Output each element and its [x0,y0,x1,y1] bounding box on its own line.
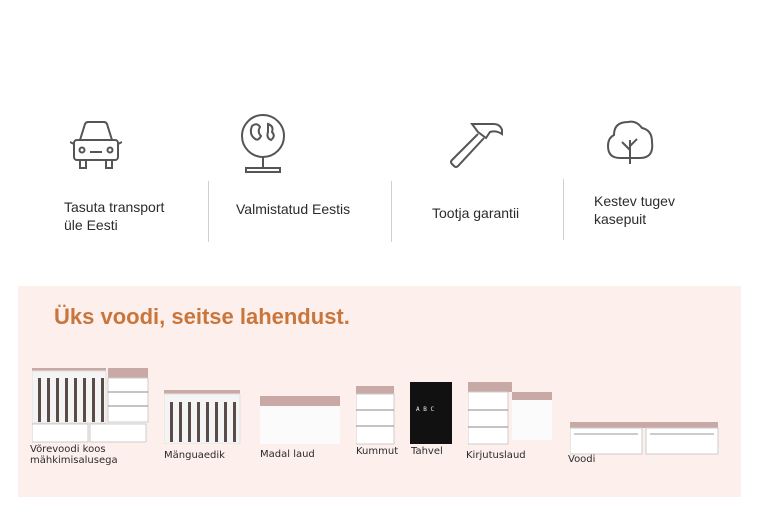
feature-label-line: Tasuta transport [64,199,165,215]
chalkboard-text: A B C [416,406,435,413]
divider [563,179,564,240]
product-label: Tahvel [411,446,443,457]
feature-label-warranty: Tootja garantii [432,204,582,222]
product-crib-with-changer[interactable] [32,368,150,444]
product-bed[interactable] [570,422,720,456]
feature-label-line: kasepuit [594,211,647,227]
feature-label-line: üle Eesti [64,217,118,233]
divider [208,181,209,242]
feature-label-transport: Tasuta transport üle Eesti [64,198,214,234]
product-dresser[interactable] [356,386,396,446]
feature-label-line: Kestev tugev [594,193,675,209]
product-label: Madal laud [260,449,315,460]
feature-label-made-in-estonia: Valmistatud Eestis [236,200,386,218]
product-label: Võrevoodi koos mähkimisalusega [30,444,118,466]
product-chalkboard[interactable]: A B C [410,382,454,446]
product-label-line: Mänguaedik [164,450,225,461]
feature-label-line: Tootja garantii [432,205,520,221]
product-label-line: Voodi [568,454,596,465]
product-label: Mänguaedik [164,450,225,461]
divider [391,181,392,242]
product-desk[interactable] [468,382,556,446]
product-label-line: mähkimisalusega [30,455,118,466]
promo-banner: Üks voodi, seitse lahendust. Võ [18,286,741,497]
product-playpen[interactable] [164,390,242,444]
product-label: Voodi [568,454,595,465]
feature-label-line: Valmistatud Eestis [236,201,351,217]
product-label-line: Kirjutuslaud [466,450,526,461]
product-label: Kirjutuslaud [466,450,526,461]
product-low-table[interactable] [260,396,342,444]
product-label-line: Madal laud [260,449,315,460]
promo-title: Üks voodi, seitse lahendust. [54,304,350,329]
product-label-line: Kummut [356,446,399,457]
car-icon [70,118,122,172]
features-strip: Tasuta transport üle Eesti Valmistatud E… [0,0,761,260]
feature-label-birch-wood: Kestev tugev kasepuit [594,192,744,228]
product-label: Kummut [356,446,398,457]
product-label-line: Tahvel [411,446,443,457]
product-label-line: Võrevoodi koos [30,444,106,455]
tree-icon [604,118,656,168]
hammer-icon [448,120,504,168]
globe-icon [238,112,288,176]
